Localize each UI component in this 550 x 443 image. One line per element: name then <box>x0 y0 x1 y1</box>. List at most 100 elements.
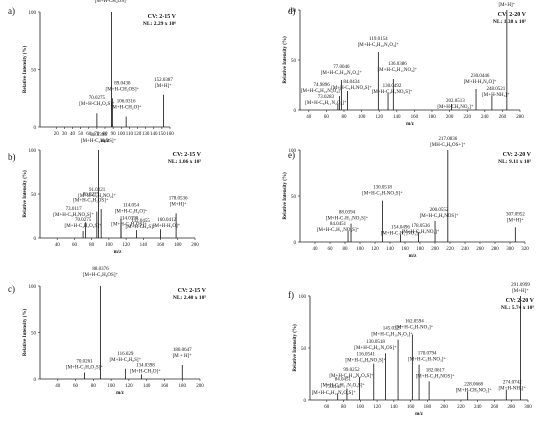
peak-mz-label: 99.0252 <box>343 368 360 373</box>
peak-ion-label: [M+H-CH₅NO₂]⁺ <box>437 104 474 110</box>
cv-label: CV: 2-15 V <box>178 288 207 294</box>
peak-ion-label: [M+H-C₅H₁₁NO₄]⁺ <box>377 67 417 73</box>
panel-c: c) 0 50 100 40 60 80 100 120 140 160 180 200 m/z Relat… <box>8 267 207 396</box>
y-tick-label: 0 <box>34 237 37 242</box>
peak-ion-label: [M+H-C₃H₂OS]⁺ <box>73 198 109 204</box>
y-tick-label: 100 <box>289 149 297 154</box>
nl-label: NL: 2.29 x 10⁶ <box>143 21 176 27</box>
x-tick-label: 80 <box>89 243 95 248</box>
y-tick-label: 100 <box>29 149 37 154</box>
peak-mz-label: 70.0275 <box>75 218 92 223</box>
peak-ion-label: [M+H-C₇H₁₁NO₃]⁺ <box>381 231 421 237</box>
peak-mz-label: 178.0536 <box>169 196 188 201</box>
peak-ion-label: [M+H-C₂H₄OS]⁺ <box>111 222 147 228</box>
peak-mz-label: 77.0046 <box>333 65 350 70</box>
peak-ion-label: [M+H-C₃H₂NO₂]⁺ <box>78 193 116 199</box>
x-tick-label: 240 <box>474 405 482 410</box>
peak-mz-label: 274.0742 <box>503 381 522 386</box>
peak-ion-label: [M+H-C₃H₃NOS]⁺ <box>416 373 455 379</box>
peak-mz-label: 84.0451 <box>330 222 347 227</box>
x-tick-label: 20 <box>54 132 60 137</box>
peak-mz-label: 230.0446 <box>471 74 490 79</box>
peak-mz-label: 74.9896 <box>313 83 330 88</box>
peak-mz-label: 88.0394 <box>90 133 107 138</box>
peak-ion-label: [MH-C₃H₆OS+]⁺ <box>430 142 466 148</box>
x-tick-label: 50 <box>78 132 84 137</box>
y-tick-label: 0 <box>304 399 307 404</box>
peak-mz-label: 84.0451 <box>335 378 352 383</box>
x-tick-label: 200 <box>196 384 204 389</box>
peak-ion-label: [M+H-C₄H₁₀N₂O₃]⁺ <box>358 42 400 48</box>
x-tick-label: 180 <box>424 405 432 410</box>
x-tick-label: 40 <box>313 247 319 252</box>
peak-ion-label: [M+H-C₆H₁₀N₂O₃]⁺ <box>371 332 413 338</box>
x-tick-label: 220 <box>457 405 465 410</box>
peak-ion-label: [M+H-C₅H₇NO₃]⁺ <box>402 229 440 235</box>
peak-ion-label: [M+H]⁺ <box>155 83 172 89</box>
x-tick-label: 70 <box>94 132 100 137</box>
cv-label: CV: 2-20 V <box>503 152 532 158</box>
peak-ion-label: [M+H-CH₂S]⁺ <box>125 224 155 230</box>
panel-label: c) <box>8 284 15 294</box>
x-tick-label: 120 <box>125 384 133 389</box>
panel-label: a) <box>8 6 15 16</box>
panel-label: b) <box>8 152 16 162</box>
peak-ion-label: [M+H-NH₃]⁺ <box>499 386 527 392</box>
nl-label: NL: 1.06 x 10⁵ <box>168 159 201 165</box>
peak-ion-label: [M+H]⁺ <box>512 288 529 294</box>
x-tick-label: 80 <box>341 405 347 410</box>
peak-mz-label: 91.0221 <box>89 188 106 193</box>
peak-ion-label: [M+H-C₆H₁₀N₃O₄]⁺ <box>301 88 343 94</box>
nl-label: NL: 1.38 x 10⁵ <box>493 19 526 25</box>
peak-mz-label: 154.0496 <box>391 226 410 231</box>
panel-label: e) <box>288 150 295 160</box>
peak-mz-label: 88.0376 <box>92 267 109 272</box>
peak-ion-label: [M+H]⁺ <box>498 2 515 8</box>
cv-label: CV: 2-15 V <box>148 14 177 20</box>
x-tick-label: 280 <box>516 115 524 120</box>
x-tick-label: 220 <box>446 247 454 252</box>
x-tick-label: 140 <box>150 132 158 137</box>
x-tick-label: 40 <box>306 115 312 120</box>
y-axis-label: Relative Intensity (%) <box>23 309 28 357</box>
peak-ion-label: [M+H-C₃H₅NO₂S]⁺ <box>372 89 413 95</box>
y-tick-label: 50 <box>31 332 37 337</box>
y-axis-label: Relative Intensity (%) <box>23 46 28 94</box>
x-tick-label: 200 <box>440 405 448 410</box>
panel-label: f) <box>288 290 294 300</box>
peak-mz-label: 116.0541 <box>356 353 375 358</box>
peak-mz-label: 134.0398 <box>136 363 155 368</box>
panel-label: d) <box>288 6 296 16</box>
x-tick-label: 120 <box>122 243 130 248</box>
x-tick-label: 140 <box>143 384 151 389</box>
peak-mz-label: 73.0117 <box>66 207 83 212</box>
peak-mz-label: 160.0412 <box>157 218 176 223</box>
peak-mz-label: 70.0275 <box>89 96 106 101</box>
peak-mz-label: 89.0438 <box>114 81 131 86</box>
x-tick-label: 80 <box>343 247 349 252</box>
nl-label: NL: 9.11 x 10⁵ <box>498 159 531 165</box>
peak-ion-label: [M+H-CH₄OS]⁺ <box>95 0 129 4</box>
x-tick-label: 130 <box>142 132 150 137</box>
y-tick-label: 0 <box>294 241 297 246</box>
peak-mz-label: 84.0434 <box>343 80 360 85</box>
x-tick-label: 60 <box>328 247 334 252</box>
peak-ion-label: [M+H-C₆H₉NO₃S]⁺ <box>345 358 386 364</box>
panel-f: f) 0 50 100 60 80 100 120 140 160 180 200 220 240 260 2… <box>288 283 535 417</box>
x-tick-label: 90 <box>111 132 117 137</box>
peak-mz-label: 178.0536 <box>411 224 430 229</box>
peak-mz-label: 180.0647 <box>173 348 192 353</box>
peak-mz-label: 182.0617 <box>426 368 445 373</box>
peak-ion-label: [M+H-C₅H₇NO₃S]⁺ <box>362 191 403 197</box>
x-tick-label: 100 <box>107 384 115 389</box>
peak-mz-label: 291.0999 <box>511 283 530 288</box>
x-tick-label: 100 <box>118 132 126 137</box>
peak-mz-label: 307.0952 <box>506 212 525 217</box>
x-tick-label: 160 <box>157 243 165 248</box>
peak-ion-label: [M+H-CH₅NO₂]⁺ <box>456 388 493 394</box>
peak-mz-label: 86.0229 <box>83 193 100 198</box>
peak-ion-label: [M+H-CH₂O]⁺ <box>130 368 161 374</box>
y-tick-label: 50 <box>301 347 307 352</box>
x-tick-label: 80 <box>342 115 348 120</box>
x-tick-label: 40 <box>55 384 61 389</box>
